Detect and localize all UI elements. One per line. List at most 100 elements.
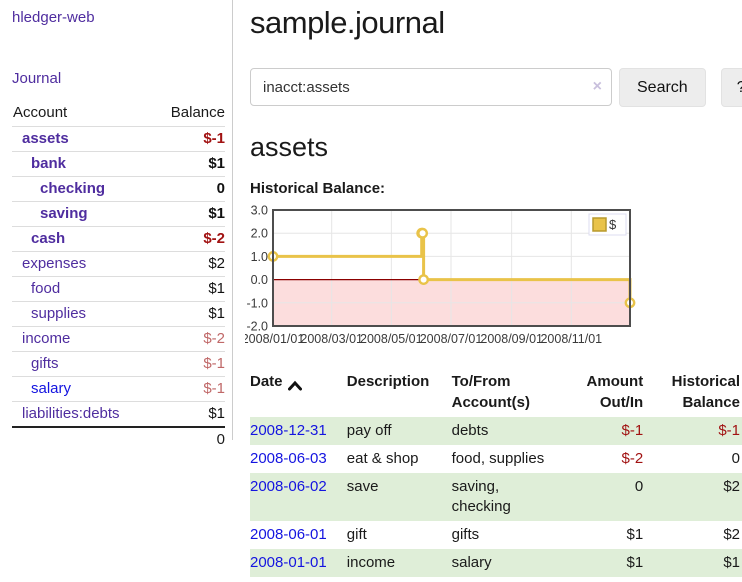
transaction-balance: $2 [723,526,740,543]
accounts-header-row: Account Balance [12,100,225,127]
x-tick-label: 2008/05/01 [360,332,423,346]
account-balance: $-1 [203,380,225,397]
account-row: liabilities:debts $1 [12,401,225,428]
accounts-total-balance: 0 [216,431,225,448]
transaction-accounts: gifts [451,526,480,543]
transaction-amount: $-1 [621,422,644,439]
transaction-balance: $1 [723,554,740,571]
x-tick-label: 2008/01/01 [245,332,304,346]
account-link[interactable]: salary [31,380,72,397]
search-input[interactable] [250,68,612,106]
account-balance: $-2 [203,330,225,347]
account-balance: $-1 [203,130,225,147]
register-header-amount: Amount Out/In [586,373,644,411]
transaction-description: gift [346,526,367,543]
account-row: income $-2 [12,326,225,352]
help-button[interactable]: ? [720,68,742,107]
account-row: bank $1 [12,151,225,177]
transaction-description: save [346,478,379,495]
account-row: salary $-1 [12,376,225,402]
transaction-row: 2008-12-31 pay off debts $-1 $-1 [250,417,742,445]
search-form: × Search ? [250,68,742,107]
accounts-table: Account Balance assets $-1 bank $1 checking 0… [12,100,225,454]
account-balance: $1 [208,405,225,422]
transaction-amount: $1 [626,554,644,571]
sidebar: hledger-web Journal Account Balance asse… [0,0,233,448]
x-tick-label: 2008/09/01 [480,332,543,346]
transaction-row: 2008-06-01 gift gifts $1 $2 [250,521,742,549]
register-header-date[interactable]: Date [250,373,283,390]
accounts-total-row: 0 [12,427,225,454]
app-brand-link[interactable]: hledger-web [12,9,95,26]
account-row: supplies $1 [12,301,225,327]
account-row: saving $1 [12,201,225,227]
account-link[interactable]: bank [31,155,67,172]
transaction-date-link[interactable]: 2008-06-01 [250,526,327,543]
account-heading: assets [250,132,329,162]
account-balance: $1 [208,280,225,297]
transaction-accounts: salary [451,554,492,571]
transaction-date-link[interactable]: 2008-12-31 [250,422,327,439]
transaction-description: pay off [346,422,392,439]
transaction-balance: $2 [723,478,740,495]
transaction-date-link[interactable]: 2008-06-03 [250,450,327,467]
transaction-accounts: saving, checking [451,478,511,515]
y-tick-label: 3.0 [251,204,268,218]
account-row: assets $-1 [12,126,225,152]
clear-search-icon[interactable]: × [592,78,602,95]
register-header-row: Date Description To/From Account(s) Amou… [250,369,742,417]
data-point-marker [417,227,429,239]
data-point-marker [418,274,430,286]
account-row: checking 0 [12,176,225,202]
account-balance: 0 [216,180,225,197]
y-tick-label: 2.0 [251,227,268,241]
account-balance: $-1 [203,355,225,372]
chart-title: Historical Balance: [250,180,386,197]
y-tick-label: -1.0 [246,296,268,310]
sidebar-item-journal[interactable]: Journal [12,70,62,87]
account-row: food $1 [12,276,225,302]
historical-balance-chart[interactable]: $3.0 2.0 1.0 0.0 -1.0 -2.0 2008/01/01 2008/03/0… [242,202,742,357]
account-balance: $-2 [203,230,225,247]
account-link[interactable]: supplies [31,305,87,322]
transaction-balance: 0 [731,450,740,467]
transaction-accounts: food, supplies [451,450,545,467]
transaction-amount: $1 [626,526,644,543]
transaction-row: 2008-01-01 income salary $1 $1 [250,549,742,577]
transaction-balance: $-1 [718,422,740,439]
account-link[interactable]: cash [31,230,66,247]
search-button[interactable]: Search [619,68,706,107]
account-balance: $2 [208,255,225,272]
accounts-header-account: Account [13,104,68,121]
search-box: × [250,68,612,107]
y-tick-label: 0.0 [251,273,268,287]
account-row: expenses $2 [12,251,225,277]
main-content: sample.journal × Search ? assets Histori… [242,0,742,577]
account-link[interactable]: expenses [22,255,87,272]
accounts-header-balance: Balance [170,104,225,121]
legend-swatch [592,217,607,232]
x-tick-label: 2008/03/01 [300,332,363,346]
account-link[interactable]: food [31,280,61,297]
transaction-date-link[interactable]: 2008-01-01 [250,554,327,571]
account-balance: $1 [208,305,225,322]
account-link[interactable]: checking [40,180,106,197]
account-link[interactable]: income [22,330,71,347]
plot-border [272,209,631,327]
x-tick-label: 2008/11/01 [540,332,602,346]
transaction-row: 2008-06-02 save saving, checking 0 $2 [250,473,742,521]
sort-ascending-icon[interactable] [287,376,302,391]
account-link[interactable]: gifts [31,355,59,372]
page-title: sample.journal [250,5,445,40]
account-balance: $1 [208,155,225,172]
y-tick-label: -2.0 [246,320,268,334]
transaction-row: 2008-06-03 eat & shop food, supplies $-2 0 [250,445,742,473]
account-row: cash $-2 [12,226,225,252]
account-link[interactable]: assets [22,130,69,147]
transaction-date-link[interactable]: 2008-06-02 [250,478,327,495]
transaction-description: income [346,554,396,571]
account-link[interactable]: liabilities:debts [22,405,120,422]
register-table: Date Description To/From Account(s) Amou… [250,369,742,577]
account-link[interactable]: saving [40,205,88,222]
transaction-description: eat & shop [346,450,419,467]
